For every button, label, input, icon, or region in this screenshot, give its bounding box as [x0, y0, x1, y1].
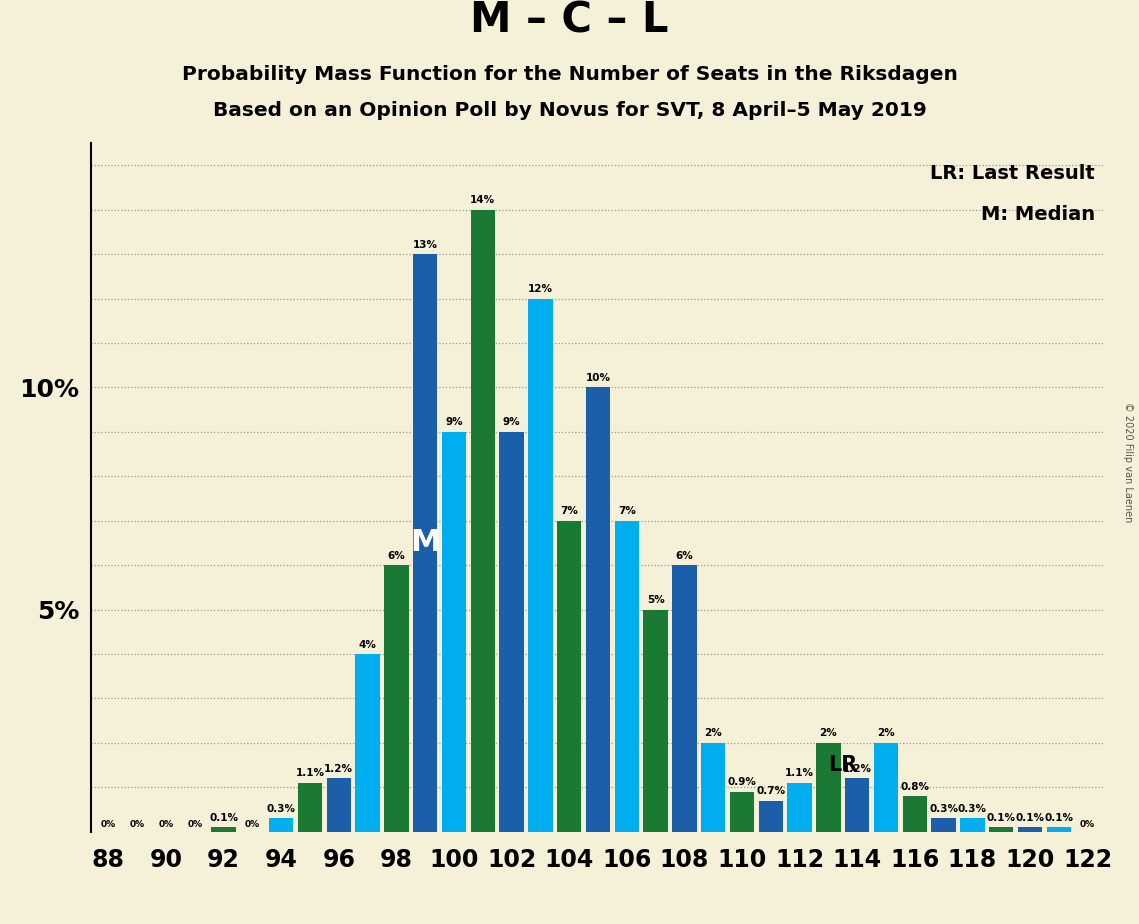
Text: 0.1%: 0.1% [986, 813, 1016, 822]
Bar [269, 819, 294, 832]
Text: 2%: 2% [877, 728, 895, 738]
Text: 2%: 2% [704, 728, 722, 738]
Bar [585, 387, 611, 832]
Text: 12%: 12% [527, 285, 552, 294]
Text: 0.1%: 0.1% [1044, 813, 1073, 822]
Text: 0%: 0% [1080, 821, 1095, 830]
Text: 0%: 0% [187, 821, 203, 830]
Bar [759, 800, 782, 832]
Bar [413, 254, 437, 832]
Text: 1.2%: 1.2% [325, 764, 353, 774]
Text: 0%: 0% [158, 821, 173, 830]
Text: Based on an Opinion Poll by Novus for SVT, 8 April–5 May 2019: Based on an Opinion Poll by Novus for SV… [213, 101, 926, 119]
Text: M: M [410, 529, 441, 557]
Text: © 2020 Filip van Laenen: © 2020 Filip van Laenen [1123, 402, 1133, 522]
Text: 1.1%: 1.1% [785, 769, 814, 778]
Bar [1018, 827, 1042, 832]
Bar [874, 743, 899, 832]
Bar [1047, 827, 1071, 832]
Text: LR: Last Result: LR: Last Result [929, 164, 1095, 183]
Bar [960, 819, 984, 832]
Text: 0%: 0% [245, 821, 260, 830]
Text: M – C – L: M – C – L [470, 0, 669, 42]
Text: 13%: 13% [412, 240, 437, 249]
Bar [384, 565, 409, 832]
Text: 4%: 4% [359, 639, 377, 650]
Text: 2%: 2% [819, 728, 837, 738]
Text: 0.1%: 0.1% [210, 813, 238, 822]
Bar [212, 827, 236, 832]
Text: 6%: 6% [387, 551, 405, 561]
Text: 7%: 7% [560, 506, 579, 517]
Bar [470, 210, 495, 832]
Text: 0%: 0% [101, 821, 116, 830]
Bar [615, 521, 639, 832]
Bar [355, 654, 379, 832]
Bar [297, 783, 322, 832]
Text: 1.2%: 1.2% [843, 764, 871, 774]
Bar [442, 432, 466, 832]
Text: 0.3%: 0.3% [929, 804, 958, 814]
Text: LR: LR [828, 755, 858, 775]
Bar [902, 796, 927, 832]
Text: 0.9%: 0.9% [728, 777, 756, 787]
Text: 9%: 9% [502, 418, 521, 428]
Bar [932, 819, 956, 832]
Text: 7%: 7% [617, 506, 636, 517]
Bar [327, 778, 351, 832]
Text: 10%: 10% [585, 373, 611, 383]
Text: 1.1%: 1.1% [295, 769, 325, 778]
Text: 0.1%: 0.1% [1016, 813, 1044, 822]
Text: M: Median: M: Median [981, 205, 1095, 225]
Text: 0.3%: 0.3% [958, 804, 986, 814]
Text: 5%: 5% [647, 595, 664, 605]
Bar [672, 565, 697, 832]
Text: 9%: 9% [445, 418, 462, 428]
Bar [989, 827, 1014, 832]
Text: Probability Mass Function for the Number of Seats in the Riksdagen: Probability Mass Function for the Number… [181, 66, 958, 84]
Bar [700, 743, 726, 832]
Bar [499, 432, 524, 832]
Bar [528, 298, 552, 832]
Text: 6%: 6% [675, 551, 694, 561]
Bar [557, 521, 581, 832]
Bar [730, 792, 754, 832]
Bar [787, 783, 812, 832]
Bar [817, 743, 841, 832]
Bar [644, 610, 667, 832]
Text: 0.3%: 0.3% [267, 804, 296, 814]
Text: 0%: 0% [130, 821, 145, 830]
Text: 14%: 14% [470, 195, 495, 205]
Text: 0.7%: 0.7% [756, 786, 785, 796]
Bar [845, 778, 869, 832]
Text: 0.8%: 0.8% [900, 782, 929, 792]
